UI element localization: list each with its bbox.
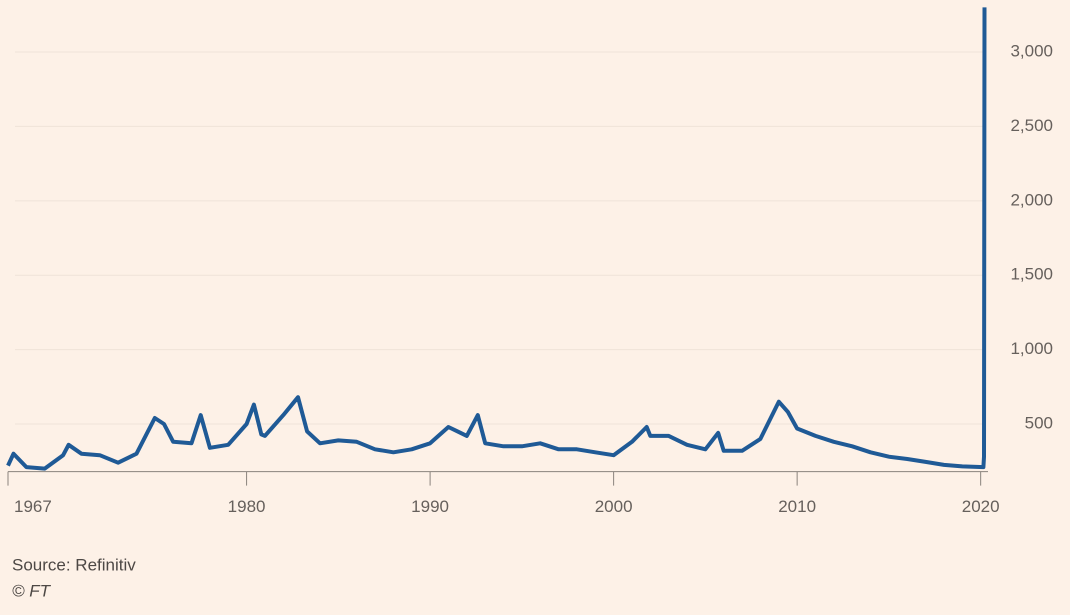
y-tick-label: 1,500 (1010, 265, 1053, 284)
line (6, 7, 987, 471)
y-tick-label: 2,500 (1010, 116, 1053, 135)
source: Source: Refinitiv (12, 555, 136, 574)
y-tick-label: 500 (1025, 413, 1053, 432)
x-tick-label: 2000 (595, 497, 633, 516)
x-tick-label: 2010 (778, 497, 816, 516)
y-tick-label: 3,000 (1010, 42, 1053, 61)
y-tick-label: 2,000 (1010, 190, 1053, 209)
x-tick-label: 2020 (962, 497, 1000, 516)
x-tick-label: 1967 (14, 497, 52, 516)
y-tick-label: 1,000 (1010, 339, 1053, 358)
x-tick-label: 1980 (228, 497, 266, 516)
credit: © FT (12, 581, 52, 600)
x-tick-label: 1990 (411, 497, 449, 516)
